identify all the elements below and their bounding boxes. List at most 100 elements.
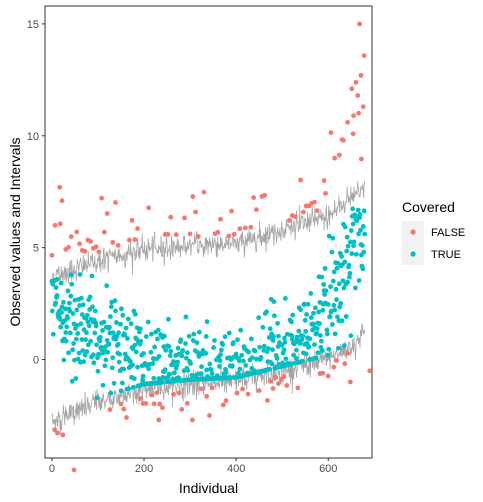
point-false-outlier bbox=[349, 86, 355, 92]
point-true bbox=[316, 309, 321, 315]
point-true bbox=[249, 355, 255, 360]
point-true bbox=[256, 315, 262, 321]
point-true bbox=[168, 348, 174, 354]
point-false-outlier bbox=[367, 368, 373, 374]
point-true bbox=[312, 342, 317, 348]
point-true bbox=[246, 349, 251, 355]
point-true bbox=[350, 221, 356, 227]
point-true bbox=[356, 231, 362, 237]
point-true bbox=[81, 359, 87, 365]
point-true bbox=[324, 327, 330, 333]
point-true bbox=[306, 344, 312, 350]
point-true bbox=[338, 301, 344, 306]
point-false-outlier bbox=[341, 137, 346, 143]
point-true bbox=[62, 306, 68, 312]
point-true bbox=[300, 333, 306, 339]
point-true bbox=[63, 338, 69, 344]
point-false bbox=[215, 229, 221, 235]
legend-label-true: TRUE bbox=[431, 249, 461, 261]
point-true bbox=[303, 351, 309, 357]
point-true bbox=[103, 357, 109, 363]
point-true bbox=[288, 361, 294, 367]
point-true bbox=[219, 347, 224, 353]
point-false bbox=[276, 381, 281, 386]
point-true bbox=[199, 364, 204, 370]
point-false bbox=[361, 53, 367, 59]
point-true bbox=[334, 265, 340, 271]
point-false-outlier bbox=[59, 198, 65, 204]
point-true bbox=[67, 300, 72, 306]
point-true bbox=[239, 352, 245, 358]
point-true bbox=[349, 251, 355, 256]
point-true bbox=[269, 361, 275, 367]
point-true bbox=[257, 344, 263, 350]
legend-swatch-true bbox=[410, 251, 416, 257]
point-true bbox=[341, 285, 347, 291]
point-false bbox=[49, 252, 55, 258]
point-true bbox=[116, 359, 122, 365]
point-true bbox=[137, 326, 143, 332]
point-true bbox=[308, 291, 314, 296]
plot-panel bbox=[44, 5, 373, 459]
point-true bbox=[294, 347, 299, 353]
point-true bbox=[59, 310, 64, 315]
point-false bbox=[193, 209, 199, 215]
point-true bbox=[348, 333, 354, 339]
point-true bbox=[289, 336, 295, 342]
point-true bbox=[302, 317, 308, 323]
point-false bbox=[171, 391, 176, 397]
point-false bbox=[220, 402, 226, 408]
point-true bbox=[108, 314, 113, 319]
point-true bbox=[128, 321, 134, 327]
point-true bbox=[329, 322, 335, 327]
point-true bbox=[161, 333, 167, 339]
point-true bbox=[270, 347, 275, 353]
point-true bbox=[327, 314, 333, 320]
x-tick-label: 0 bbox=[49, 463, 55, 475]
point-false bbox=[295, 385, 301, 391]
point-true bbox=[84, 312, 90, 318]
point-true bbox=[183, 341, 188, 346]
point-true bbox=[357, 212, 363, 217]
point-true bbox=[97, 338, 103, 344]
point-true bbox=[100, 328, 105, 333]
point-true bbox=[347, 270, 353, 276]
legend: Covered FALSE TRUE bbox=[402, 199, 465, 265]
point-false bbox=[96, 249, 102, 255]
point-true bbox=[351, 243, 356, 249]
point-false bbox=[242, 225, 248, 231]
point-false bbox=[223, 398, 229, 404]
point-false bbox=[88, 239, 93, 244]
point-true bbox=[339, 318, 345, 324]
point-false bbox=[342, 361, 348, 367]
point-false bbox=[146, 205, 152, 211]
point-true bbox=[310, 321, 316, 327]
point-true bbox=[237, 366, 243, 372]
point-true bbox=[330, 278, 336, 284]
point-true bbox=[323, 288, 329, 294]
point-false bbox=[325, 373, 331, 379]
point-false bbox=[328, 130, 334, 136]
point-true bbox=[127, 358, 133, 364]
point-true bbox=[65, 288, 71, 294]
point-true bbox=[308, 315, 314, 320]
point-false bbox=[182, 215, 187, 221]
point-true bbox=[111, 380, 117, 386]
point-true bbox=[270, 338, 276, 343]
point-true bbox=[110, 330, 116, 336]
point-false bbox=[237, 226, 243, 232]
point-true bbox=[68, 293, 74, 299]
point-false bbox=[93, 244, 99, 250]
point-true bbox=[161, 344, 167, 350]
point-true bbox=[211, 345, 216, 350]
point-true bbox=[350, 206, 356, 212]
point-false bbox=[52, 427, 58, 433]
point-true bbox=[334, 297, 339, 303]
point-true bbox=[113, 308, 118, 314]
point-true bbox=[351, 239, 357, 245]
point-true bbox=[183, 355, 189, 361]
point-true bbox=[360, 266, 366, 272]
point-true bbox=[123, 325, 129, 331]
point-true bbox=[220, 342, 226, 347]
point-false bbox=[124, 415, 129, 420]
